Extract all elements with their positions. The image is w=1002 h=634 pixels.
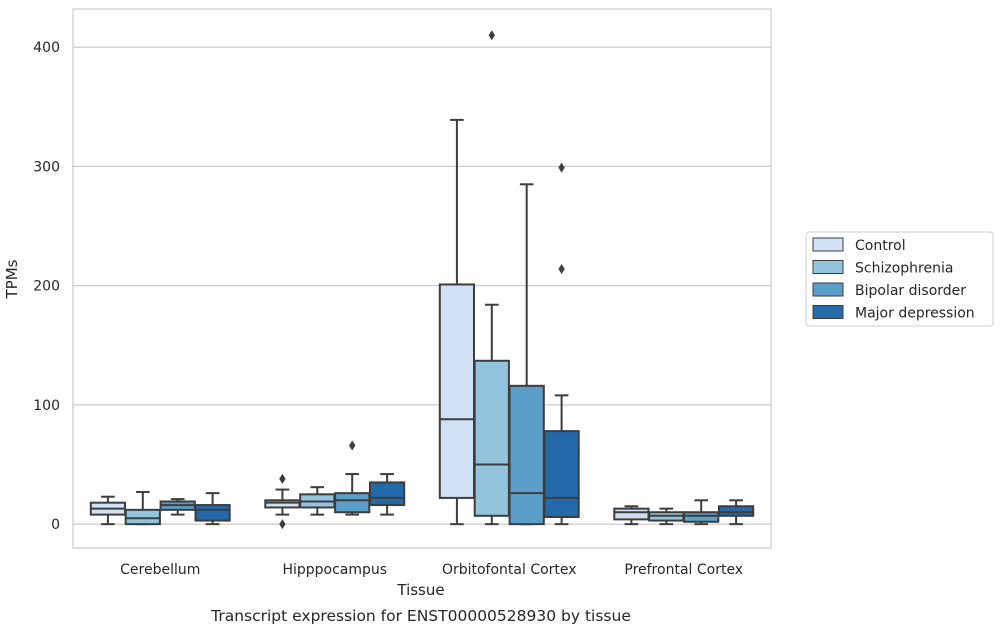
box-body <box>438 283 476 499</box>
box-body <box>473 359 510 517</box>
legend-item: Control <box>812 237 906 254</box>
box-body <box>613 507 650 521</box>
box-body <box>264 499 301 509</box>
box-2-1 <box>473 30 510 526</box>
y-tick-label: 200 <box>33 279 60 295</box>
outlier-point <box>349 440 356 451</box>
outlier-point <box>279 473 286 484</box>
x-tick-label: Cerebellum <box>120 562 200 578</box>
chart-title: Transcript expression for ENST0000052893… <box>210 607 631 625</box>
box-1-0 <box>264 473 301 530</box>
legend-label: Major depression <box>855 306 975 322</box>
box-body <box>543 430 580 518</box>
legend-label: Bipolar disorder <box>855 283 966 299</box>
legend-label: Schizophrenia <box>855 261 953 277</box>
legend-item: Bipolar disorder <box>812 282 966 299</box>
box-0-0 <box>89 495 127 526</box>
y-axis-label: TPMs <box>3 259 21 299</box>
grid <box>73 46 771 525</box>
outlier-point <box>558 162 565 173</box>
x-tick-label: Prefrontal Cortex <box>624 562 743 578</box>
legend-item: Major depression <box>812 305 975 322</box>
box-1-3 <box>368 473 406 516</box>
box-2-0 <box>438 118 476 526</box>
legend-swatch <box>812 237 844 252</box>
box-3-1 <box>648 507 685 526</box>
box-0-1 <box>124 490 161 526</box>
box-3-2 <box>683 499 720 526</box>
y-tick-label: 100 <box>33 398 60 414</box>
y-ticks: 0 100 200 300 400 <box>33 40 60 533</box>
x-tick-label: Orbitofontal Cortex <box>442 562 577 578</box>
box-2-3 <box>543 162 580 526</box>
outlier-point <box>558 263 565 274</box>
plot-area <box>72 8 772 549</box>
legend-frame <box>805 231 994 327</box>
y-tick-label: 0 <box>51 517 60 533</box>
box-body <box>508 384 545 526</box>
legend: Control Schizophrenia Bipolar disorder Majo… <box>805 231 994 327</box>
legend-item: Schizophrenia <box>812 260 953 277</box>
x-axis-label: Tissue <box>396 581 444 599</box>
legend-swatch <box>812 282 844 297</box>
box-body <box>717 505 755 517</box>
box-body <box>683 511 720 523</box>
outlier-point <box>279 519 286 530</box>
box-2-2 <box>508 183 545 526</box>
y-tick-label: 300 <box>33 159 60 175</box>
box-body <box>194 504 231 522</box>
box-0-3 <box>194 492 231 526</box>
box-body <box>334 492 371 514</box>
x-ticks: Cerebellum Hipppocampus Orbitofontal Corte… <box>120 562 743 578</box>
y-tick-label: 400 <box>33 40 60 56</box>
legend-swatch <box>812 305 844 319</box>
legend-label: Control <box>855 238 906 254</box>
box-body <box>124 508 161 526</box>
legend-swatch <box>812 260 844 274</box>
boxes <box>89 30 755 530</box>
box-3-3 <box>717 499 755 526</box>
x-tick-label: Hipppocampus <box>282 562 387 578</box>
box-body <box>368 481 406 507</box>
outlier-point <box>488 30 495 41</box>
